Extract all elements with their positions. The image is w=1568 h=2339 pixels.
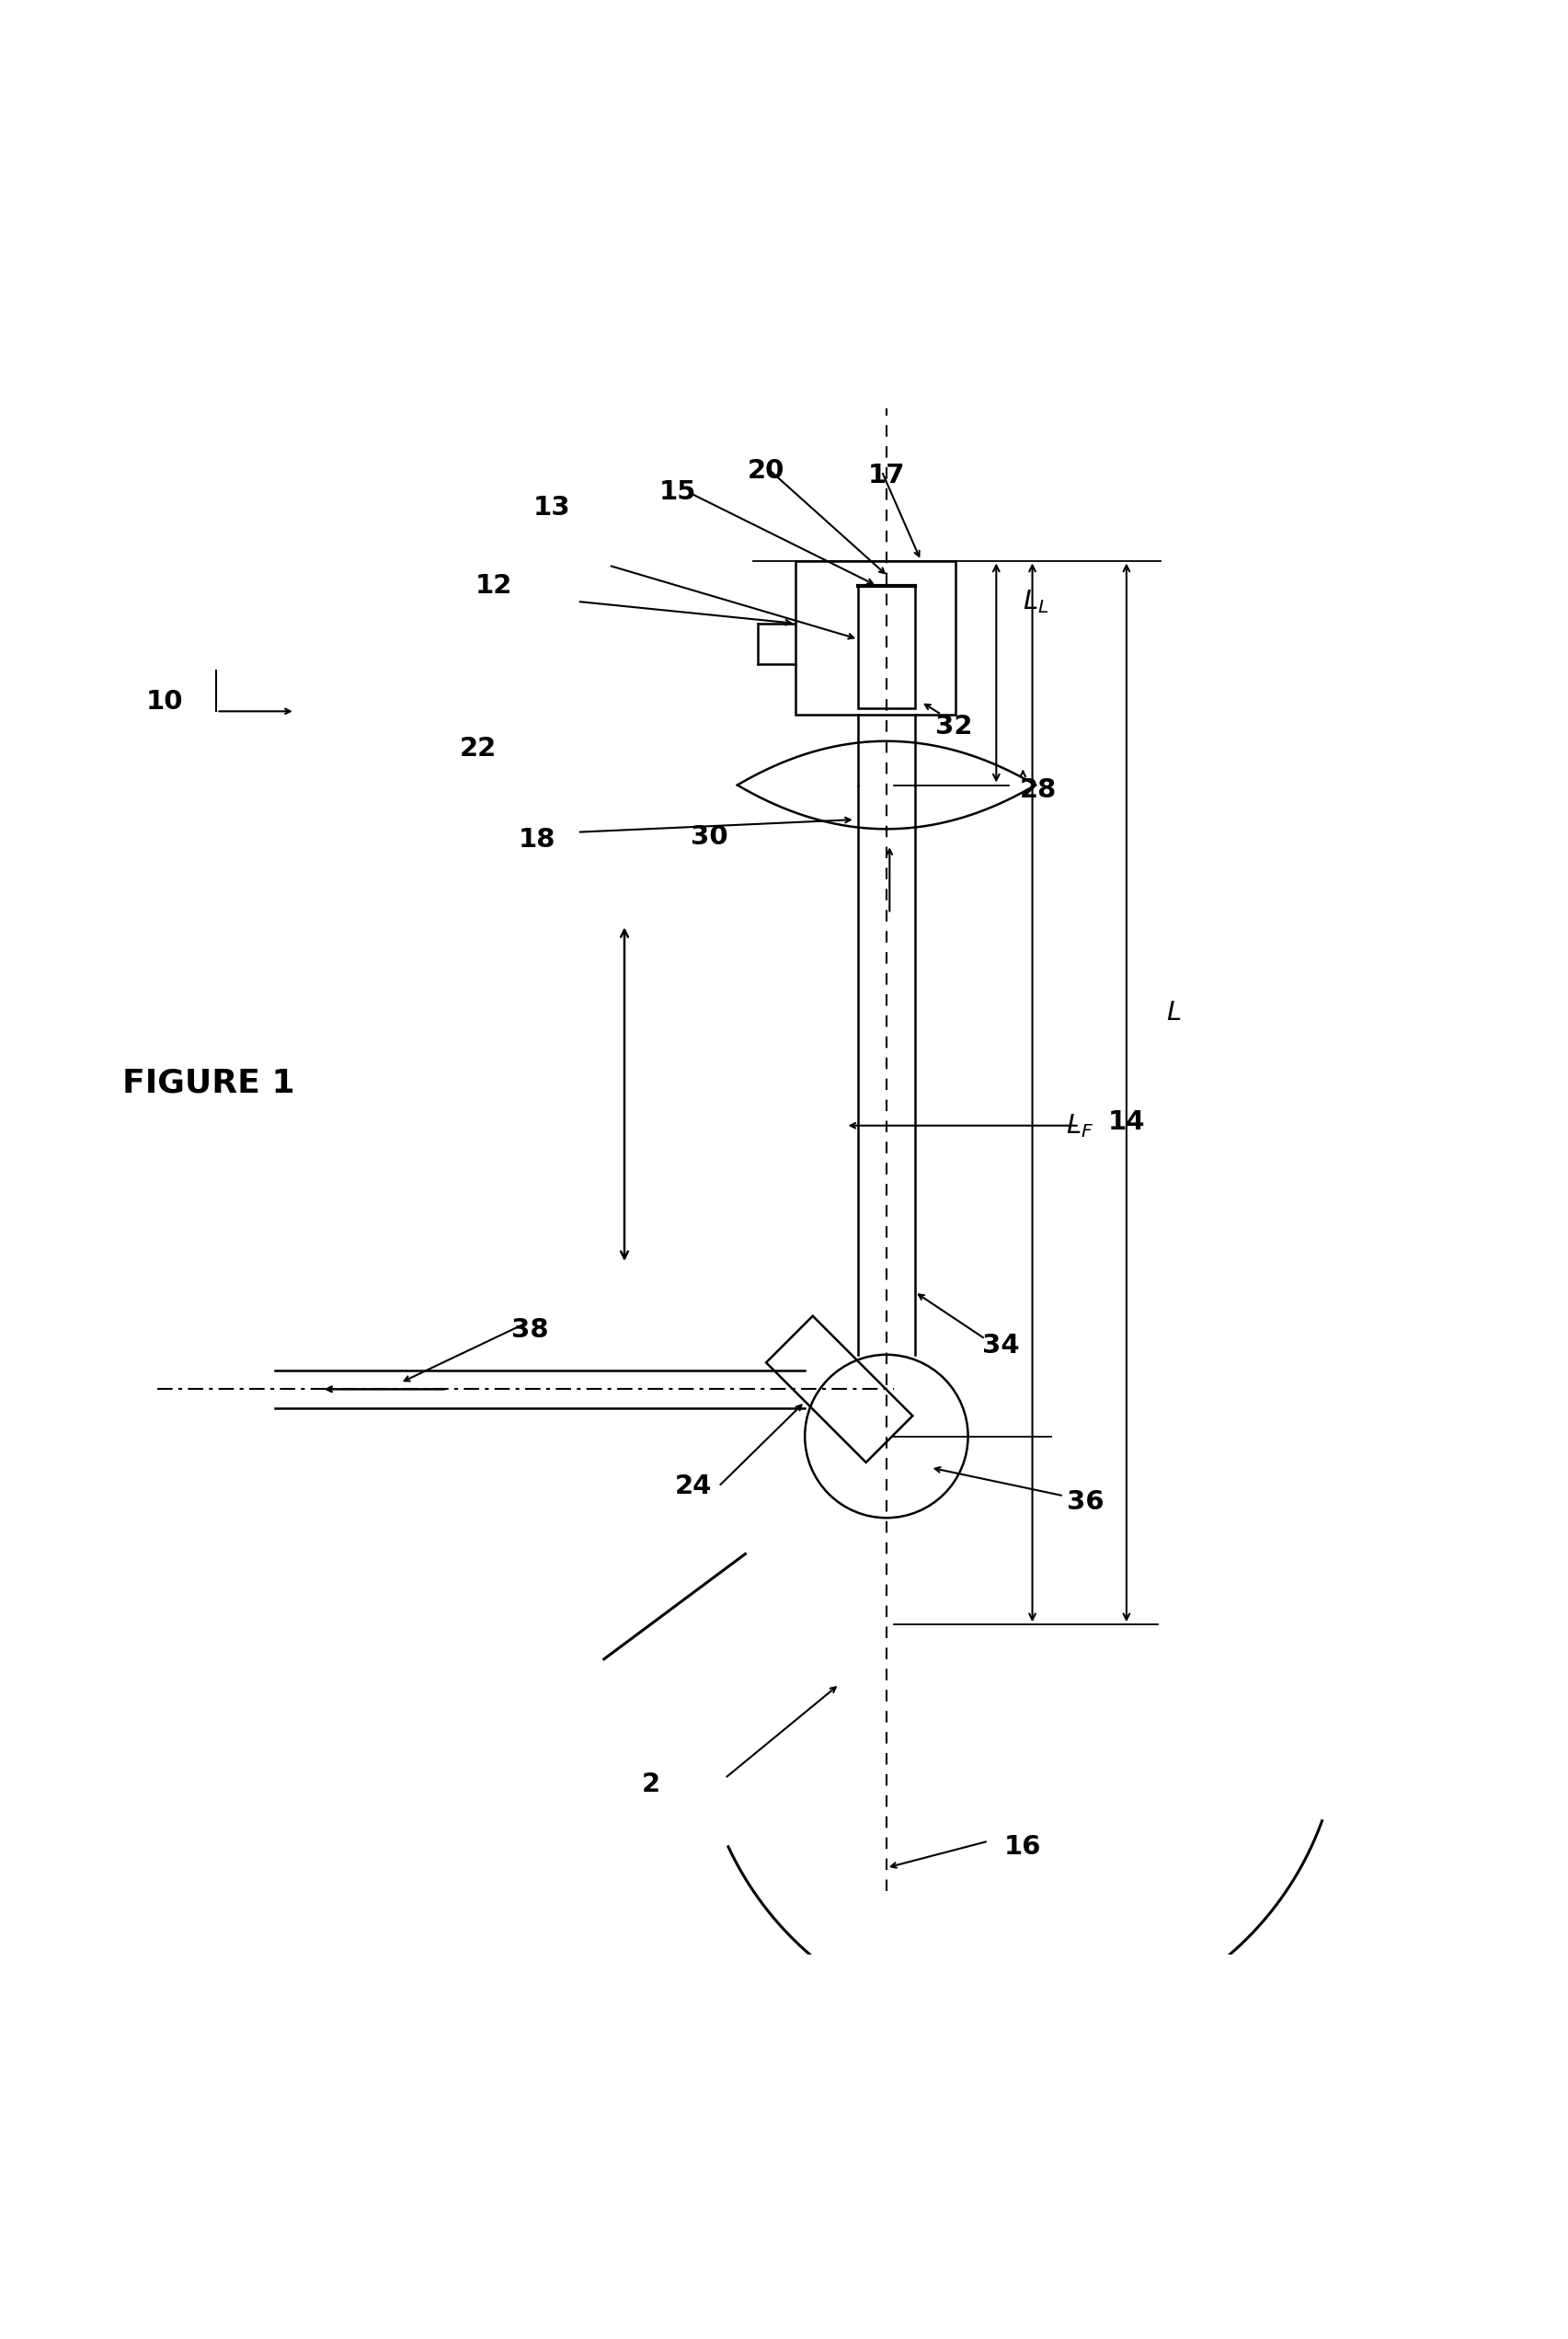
Text: 14: 14 xyxy=(1107,1109,1145,1134)
Text: FIGURE 1: FIGURE 1 xyxy=(122,1067,295,1099)
Text: 2: 2 xyxy=(641,1771,660,1796)
Text: 24: 24 xyxy=(674,1474,712,1499)
Text: 10: 10 xyxy=(146,690,183,716)
Text: 13: 13 xyxy=(533,494,571,519)
Bar xyxy=(795,561,955,713)
Text: 18: 18 xyxy=(517,828,555,854)
Text: $L_L$: $L_L$ xyxy=(1022,587,1047,615)
Text: $L$: $L$ xyxy=(1165,999,1181,1024)
Text: 38: 38 xyxy=(511,1317,549,1343)
Text: 36: 36 xyxy=(1066,1490,1104,1516)
Text: 30: 30 xyxy=(690,823,728,849)
Text: 12: 12 xyxy=(475,573,513,599)
Bar xyxy=(858,585,914,709)
Text: 34: 34 xyxy=(982,1333,1019,1359)
Text: $L_F$: $L_F$ xyxy=(1065,1111,1093,1139)
Text: 20: 20 xyxy=(746,458,784,484)
Text: 17: 17 xyxy=(867,463,905,489)
Text: 32: 32 xyxy=(935,713,972,739)
Text: 15: 15 xyxy=(659,479,696,505)
Text: 28: 28 xyxy=(1019,777,1057,802)
Text: 16: 16 xyxy=(1004,1834,1041,1860)
Text: 22: 22 xyxy=(459,737,497,763)
